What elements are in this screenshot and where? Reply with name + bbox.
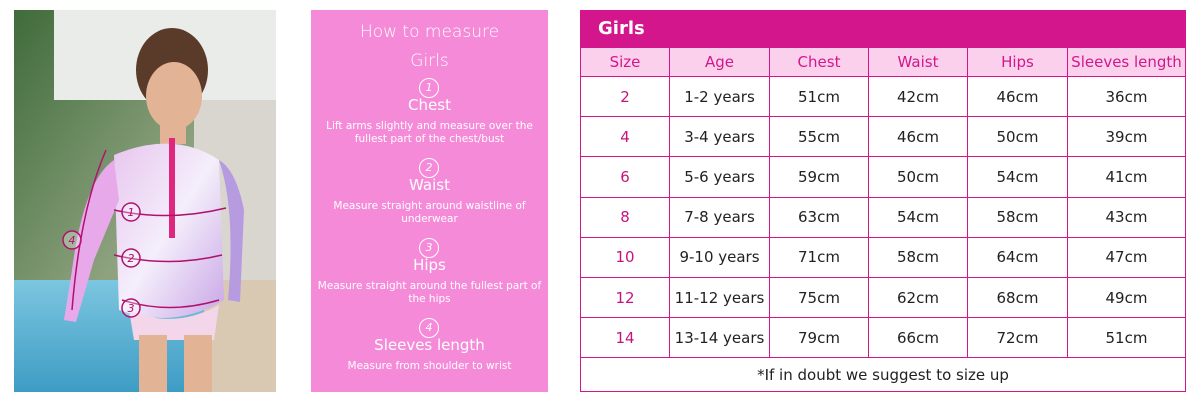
marker-label: 4 <box>69 234 76 247</box>
table-cell: 75cm <box>770 278 869 319</box>
table-cell: 54cm <box>869 197 968 238</box>
column-header: Sleeves length <box>1068 48 1186 77</box>
step-name: Chest <box>408 96 451 114</box>
step-description: Lift arms slightly and measure over the … <box>326 120 533 145</box>
footnote: *If in doubt we suggest to size up <box>580 358 1186 392</box>
table-cell: 43cm <box>1068 197 1186 238</box>
step-name: Sleeves length <box>374 336 485 354</box>
table-cell: 46cm <box>869 117 968 158</box>
step-number: 1 <box>419 78 439 98</box>
table-cell: 50cm <box>869 157 968 198</box>
size-cell: 2 <box>580 77 670 118</box>
table-cell: 5-6 years <box>670 157 770 198</box>
table-cell: 42cm <box>869 77 968 118</box>
table-header: Girls <box>580 10 1186 48</box>
table-cell: 63cm <box>770 197 869 238</box>
table-cell: 1-2 years <box>670 77 770 118</box>
table-cell: 59cm <box>770 157 869 198</box>
step-description: Measure straight around the fullest part… <box>317 280 542 305</box>
table-cell: 3-4 years <box>670 117 770 158</box>
size-cell: 6 <box>580 157 670 198</box>
table-cell: 68cm <box>968 278 1068 319</box>
measure-panel: How to measure Girls 1 Chest Lift arms sli… <box>311 10 548 392</box>
column-header: Size <box>580 48 670 77</box>
step-number: 2 <box>419 158 439 178</box>
column-header: Chest <box>770 48 869 77</box>
table-cell: 58cm <box>869 237 968 278</box>
table-cell: 55cm <box>770 117 869 158</box>
panel-title: How to measure <box>359 22 500 42</box>
marker-circle <box>62 230 82 250</box>
table-cell: 46cm <box>968 77 1068 118</box>
size-cell: 8 <box>580 197 670 238</box>
marker-label: 2 <box>128 252 135 265</box>
step-description: Measure straight around waistline of und… <box>333 200 526 225</box>
table-cell: 62cm <box>869 278 968 319</box>
marker-circle <box>121 202 141 222</box>
photo: 1 2 3 4 <box>14 10 276 392</box>
size-table: Girls Size Age Chest Waist Hips Sleeves lengt… <box>580 10 1186 392</box>
column-header: Hips <box>968 48 1068 77</box>
table-cell: 49cm <box>1068 278 1186 319</box>
table-cell: 39cm <box>1068 117 1186 158</box>
table-cell: 47cm <box>1068 237 1186 278</box>
table-cell: 41cm <box>1068 157 1186 198</box>
table-cell: 11-12 years <box>670 278 770 319</box>
panel-subtitle: Girls <box>410 51 449 71</box>
marker-label: 3 <box>128 302 135 315</box>
table-cell: 66cm <box>869 318 968 359</box>
table-cell: 13-14 years <box>670 318 770 359</box>
marker-circle <box>121 298 141 318</box>
size-cell: 14 <box>580 318 670 359</box>
table-cell: 51cm <box>770 77 869 118</box>
step-number: 3 <box>419 238 439 258</box>
table-cell: 36cm <box>1068 77 1186 118</box>
table-cell: 51cm <box>1068 318 1186 359</box>
table-cell: 72cm <box>968 318 1068 359</box>
table-cell: 64cm <box>968 237 1068 278</box>
table-title: Girls <box>598 18 645 39</box>
step-description: Measure from shoulder to wrist <box>347 360 512 372</box>
column-header: Age <box>670 48 770 77</box>
table-cell: 58cm <box>968 197 1068 238</box>
size-cell: 4 <box>580 117 670 158</box>
column-header: Waist <box>869 48 968 77</box>
step-name: Hips <box>413 256 446 274</box>
table-cell: 7-8 years <box>670 197 770 238</box>
marker-circle <box>121 248 141 268</box>
size-cell: 10 <box>580 237 670 278</box>
table-cell: 54cm <box>968 157 1068 198</box>
size-cell: 12 <box>580 278 670 319</box>
table-cell: 71cm <box>770 237 869 278</box>
table-cell: 79cm <box>770 318 869 359</box>
table-cell: 9-10 years <box>670 237 770 278</box>
marker-label: 1 <box>128 206 135 219</box>
table-cell: 50cm <box>968 117 1068 158</box>
step-number: 4 <box>419 318 439 338</box>
step-name: Waist <box>409 176 450 194</box>
